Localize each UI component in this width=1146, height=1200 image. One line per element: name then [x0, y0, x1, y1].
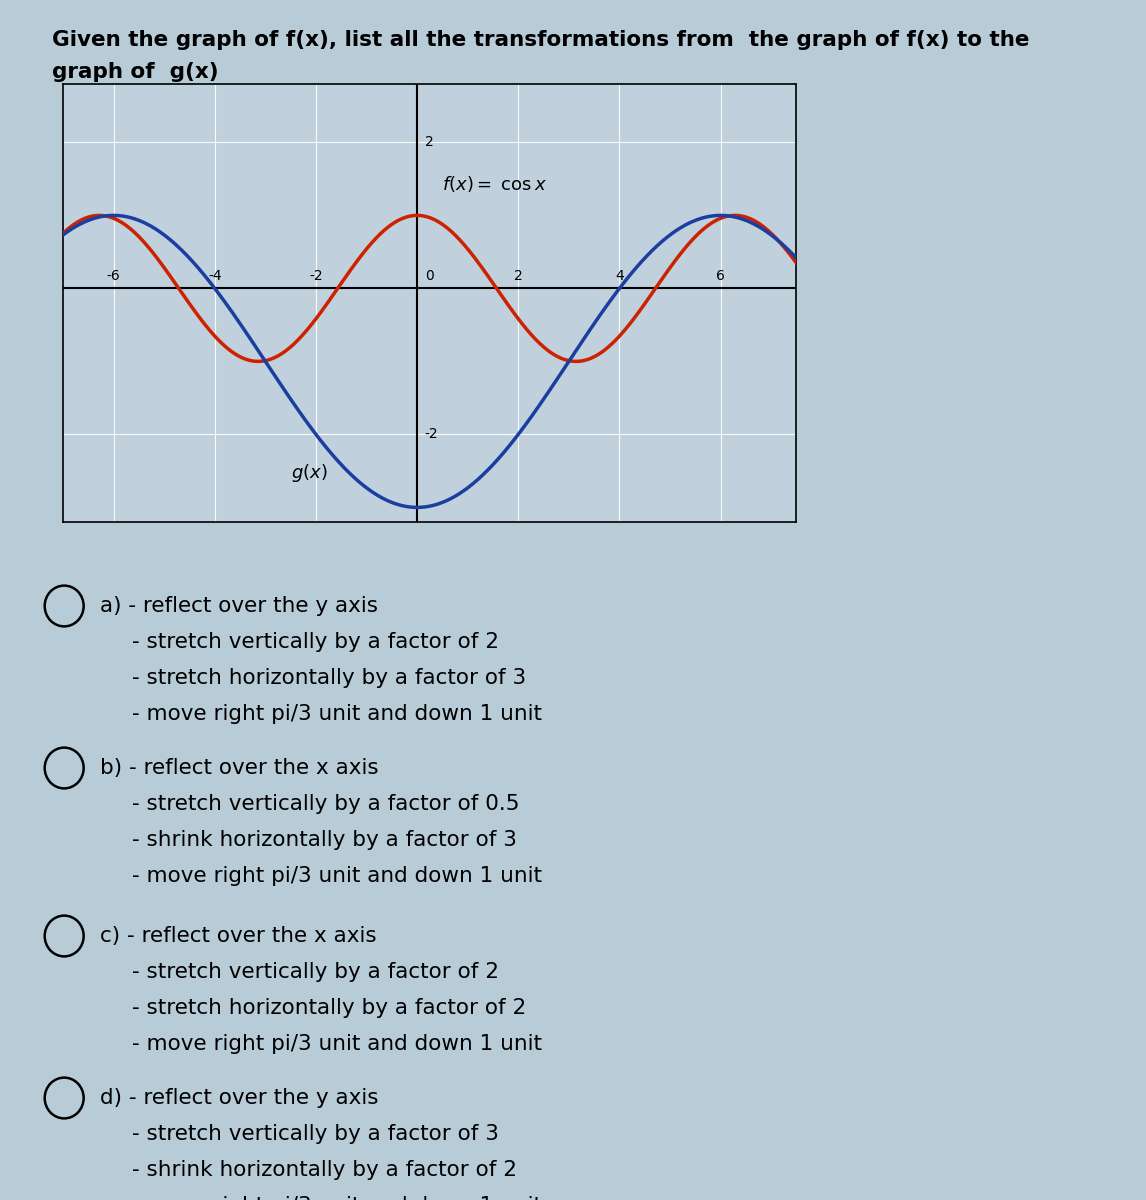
Text: - shrink horizontally by a factor of 3: - shrink horizontally by a factor of 3 — [132, 830, 517, 850]
Text: b) - reflect over the x axis: b) - reflect over the x axis — [100, 758, 378, 778]
Text: -6: -6 — [107, 269, 120, 282]
Text: - move right pi/3 unit and down 1 unit: - move right pi/3 unit and down 1 unit — [132, 1034, 542, 1054]
Text: 0: 0 — [425, 269, 433, 282]
Text: - move right pi/3 unit and down 1 unit: - move right pi/3 unit and down 1 unit — [132, 866, 542, 886]
Text: -2: -2 — [309, 269, 323, 282]
Text: - move right pi/3 unit and down 1 unit: - move right pi/3 unit and down 1 unit — [132, 704, 542, 724]
Text: c) - reflect over the x axis: c) - reflect over the x axis — [100, 926, 376, 946]
Text: - move right pi/3 unit and down 1 unit: - move right pi/3 unit and down 1 unit — [132, 1196, 542, 1200]
Text: 2: 2 — [425, 136, 433, 150]
Text: 6: 6 — [716, 269, 725, 282]
Text: - stretch vertically by a factor of 2: - stretch vertically by a factor of 2 — [132, 962, 499, 982]
Text: d) - reflect over the y axis: d) - reflect over the y axis — [100, 1088, 378, 1108]
Text: - stretch vertically by a factor of 0.5: - stretch vertically by a factor of 0.5 — [132, 794, 519, 814]
Text: -4: -4 — [207, 269, 221, 282]
Text: - stretch vertically by a factor of 3: - stretch vertically by a factor of 3 — [132, 1124, 499, 1144]
Text: - shrink horizontally by a factor of 2: - shrink horizontally by a factor of 2 — [132, 1160, 517, 1180]
Text: - stretch horizontally by a factor of 2: - stretch horizontally by a factor of 2 — [132, 998, 526, 1018]
Text: - stretch vertically by a factor of 2: - stretch vertically by a factor of 2 — [132, 632, 499, 652]
Text: $f(x) = \ \cos x$: $f(x) = \ \cos x$ — [442, 174, 548, 194]
Text: -2: -2 — [425, 427, 438, 442]
Text: Given the graph of f(x), list all the transformations from  the graph of f(x) to: Given the graph of f(x), list all the tr… — [52, 30, 1029, 50]
Text: 4: 4 — [615, 269, 623, 282]
Text: - stretch horizontally by a factor of 3: - stretch horizontally by a factor of 3 — [132, 668, 526, 688]
Text: 2: 2 — [513, 269, 523, 282]
Text: $g(x)$: $g(x)$ — [291, 462, 328, 485]
Text: a) - reflect over the y axis: a) - reflect over the y axis — [100, 596, 378, 616]
Text: graph of  g(x): graph of g(x) — [52, 62, 218, 83]
